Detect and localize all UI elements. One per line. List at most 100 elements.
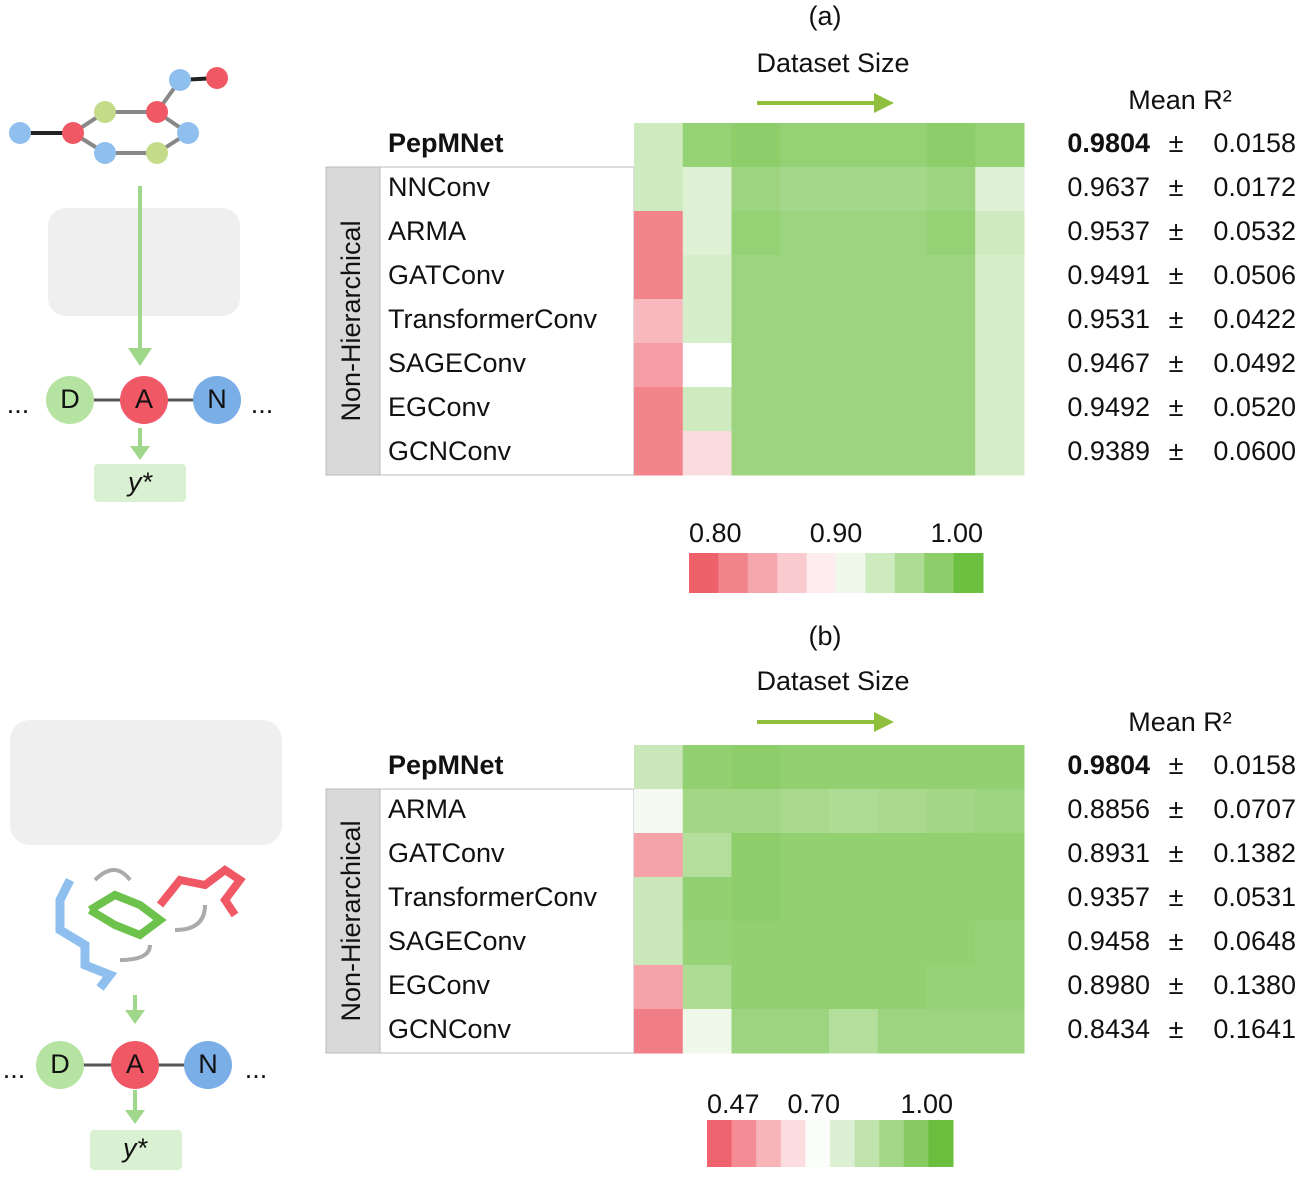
heat-cell — [926, 123, 976, 168]
row-label: GATConv — [388, 260, 505, 290]
row-label: EGConv — [388, 970, 491, 1000]
heat-cell — [731, 431, 781, 476]
std: 0.0172 — [1213, 172, 1296, 202]
heat-cell — [877, 123, 927, 168]
heat-cell — [682, 211, 732, 256]
plus-minus: ± — [1169, 348, 1184, 378]
heat-cell — [634, 343, 684, 388]
heat-cell — [731, 167, 781, 212]
heat-cell — [731, 387, 781, 432]
heat-cell — [877, 343, 927, 388]
mean-r2: 0.9531 — [1067, 304, 1150, 334]
heat-cell — [682, 745, 732, 790]
heat-cell — [829, 877, 879, 922]
residue-label: D — [50, 1049, 70, 1079]
row-label: GCNConv — [388, 436, 512, 466]
mean-r2: 0.9467 — [1067, 348, 1150, 378]
heat-cell — [829, 833, 879, 878]
heat-cell — [926, 387, 976, 432]
mean-r2: 0.9637 — [1067, 172, 1150, 202]
colorbar-block — [689, 553, 719, 593]
heat-cell — [731, 965, 781, 1010]
colorbar-block — [756, 1120, 782, 1167]
heat-cell — [926, 1009, 976, 1054]
heat-cell — [877, 167, 927, 212]
plus-minus: ± — [1169, 436, 1184, 466]
heat-cell — [731, 255, 781, 300]
heat-cell — [975, 877, 1025, 922]
row-label: TransformerConv — [388, 882, 598, 912]
plus-minus: ± — [1169, 304, 1184, 334]
heat-cell — [975, 167, 1025, 212]
heat-cell — [780, 431, 830, 476]
std: 0.0158 — [1213, 128, 1296, 158]
x-axis-label: Dataset Size — [756, 48, 909, 78]
row-label: EGConv — [388, 392, 491, 422]
row-label: TransformerConv — [388, 304, 598, 334]
heat-cell — [829, 255, 879, 300]
row-label: NNConv — [388, 172, 491, 202]
heat-cell — [829, 387, 879, 432]
heat-cell — [780, 877, 830, 922]
group-label-box — [325, 166, 381, 476]
heat-cell — [731, 789, 781, 834]
heat-cell — [780, 299, 830, 344]
heat-cell — [731, 745, 781, 790]
plus-minus: ± — [1169, 172, 1184, 202]
plus-minus: ± — [1169, 392, 1184, 422]
residue-node — [46, 376, 94, 424]
heat-cell — [780, 921, 830, 966]
heat-cell — [877, 211, 927, 256]
heat-cell — [634, 789, 684, 834]
heat-cell — [926, 299, 976, 344]
colorbar-block — [707, 1120, 733, 1167]
heat-cell — [634, 921, 684, 966]
std: 0.0600 — [1213, 436, 1296, 466]
residue-label: N — [198, 1049, 218, 1079]
heat-cell — [731, 833, 781, 878]
plus-minus: ± — [1169, 838, 1184, 868]
placeholder-box — [48, 208, 240, 316]
colorbar-block — [747, 553, 778, 593]
panel-title: (b) — [809, 621, 842, 651]
heat-cell — [780, 255, 830, 300]
heat-cell — [634, 167, 684, 212]
ellipsis: ... — [7, 389, 30, 419]
heat-cell — [926, 255, 976, 300]
heat-cell — [829, 789, 879, 834]
std: 0.0158 — [1213, 750, 1296, 780]
heat-cell — [634, 745, 684, 790]
heat-cell — [926, 833, 976, 878]
colorbar-block — [731, 1120, 757, 1167]
plus-minus: ± — [1169, 128, 1184, 158]
heat-cell — [975, 255, 1025, 300]
mean-r2: 0.8856 — [1067, 794, 1150, 824]
residue-node — [184, 1041, 232, 1089]
heat-cell — [975, 921, 1025, 966]
heat-cell — [975, 387, 1025, 432]
heat-cell — [926, 431, 976, 476]
colorbar-block — [780, 1120, 806, 1167]
mean-r2: 0.9492 — [1067, 392, 1150, 422]
colorbar-tick-label: 0.80 — [689, 518, 742, 548]
std: 0.1382 — [1213, 838, 1296, 868]
residue-label: A — [126, 1049, 144, 1079]
colorbar-block — [879, 1120, 905, 1167]
heat-cell — [829, 167, 879, 212]
colorbar-block — [830, 1120, 856, 1167]
plus-minus: ± — [1169, 882, 1184, 912]
heat-cell — [877, 789, 927, 834]
colorbar-block — [854, 1120, 880, 1167]
row-label: SAGEConv — [388, 926, 527, 956]
heat-cell — [780, 1009, 830, 1054]
output-label: y* — [126, 467, 154, 497]
heat-cell — [926, 343, 976, 388]
row-label: GATConv — [388, 838, 505, 868]
heat-cell — [877, 833, 927, 878]
heat-cell — [682, 965, 732, 1010]
row-label: PepMNet — [388, 128, 504, 158]
group-label: Non-Hierarchical — [336, 220, 366, 421]
heat-cell — [682, 921, 732, 966]
heat-cell — [877, 387, 927, 432]
row-label: SAGEConv — [388, 348, 527, 378]
